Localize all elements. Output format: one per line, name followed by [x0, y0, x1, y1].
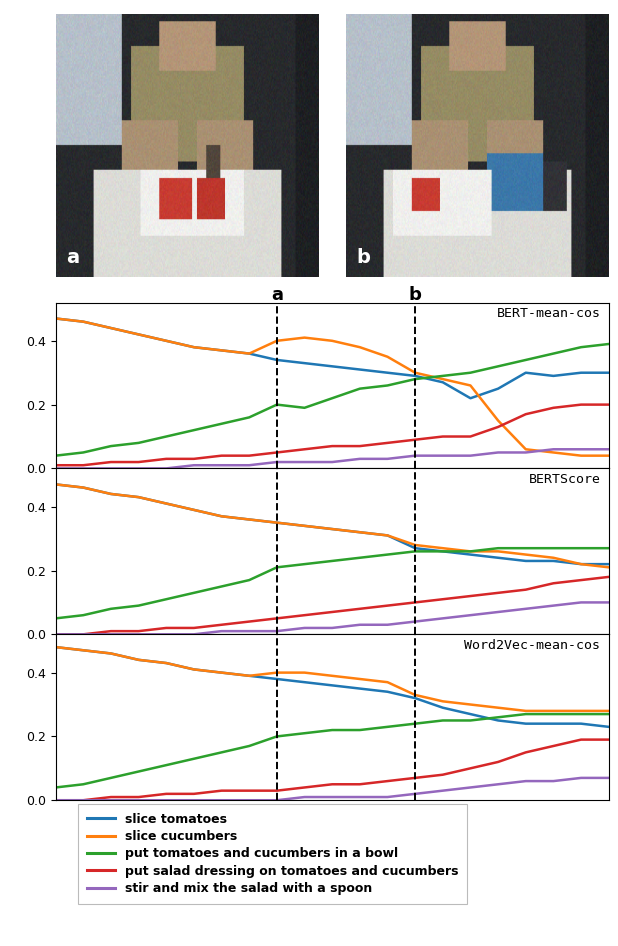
Text: a: a — [271, 286, 283, 304]
Text: b: b — [408, 286, 421, 304]
Text: BERTScore: BERTScore — [528, 473, 601, 486]
Text: BERT-mean-cos: BERT-mean-cos — [496, 307, 601, 321]
Text: Word2Vec-mean-cos: Word2Vec-mean-cos — [465, 639, 601, 653]
Legend: slice tomatoes, slice cucumbers, put tomatoes and cucumbers in a bowl, put salad: slice tomatoes, slice cucumbers, put tom… — [78, 804, 467, 903]
